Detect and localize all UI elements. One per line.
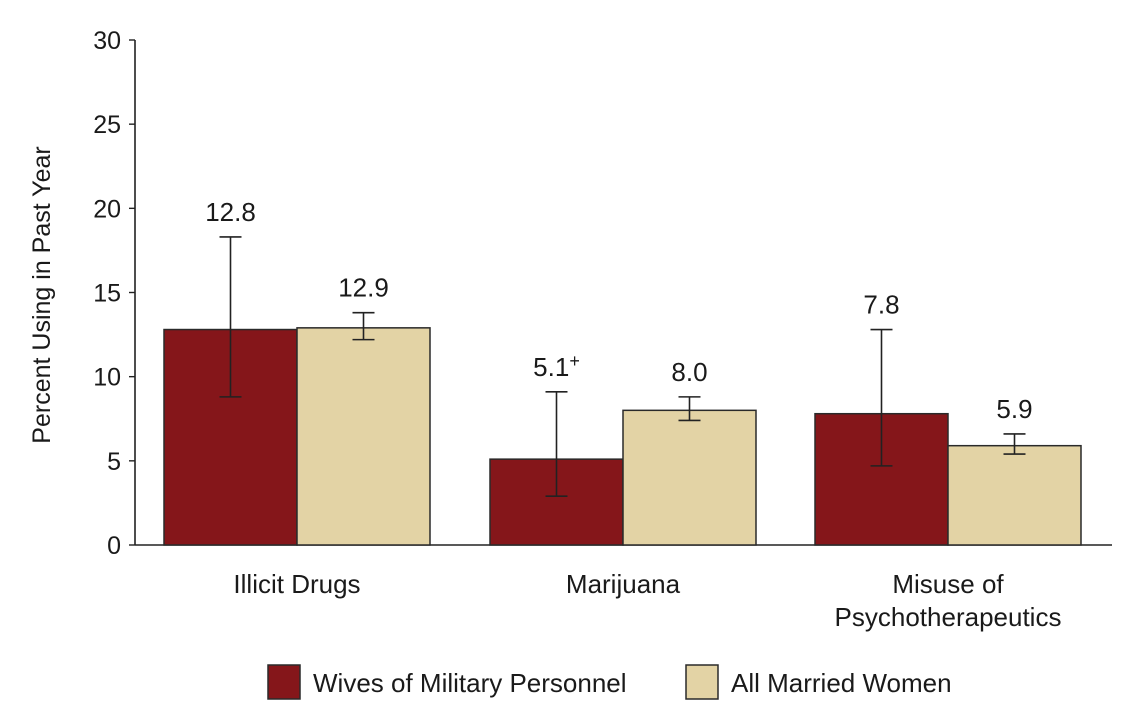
legend-item: Wives of Military Personnel bbox=[267, 664, 627, 700]
value-labels: 12.8 5.1+ 7.8 12.9 8.0 5.9 bbox=[205, 197, 1032, 424]
value-label: 7.8 bbox=[863, 290, 899, 320]
bar-married-women-2 bbox=[947, 444, 1082, 546]
error-bar bbox=[1003, 433, 1026, 455]
category-label: Illicit Drugs bbox=[233, 569, 360, 599]
y-tick-label: 15 bbox=[93, 280, 121, 308]
error-bar bbox=[352, 311, 375, 341]
legend-swatch bbox=[685, 664, 719, 700]
value-label: 5.9 bbox=[996, 394, 1032, 424]
bar-married-women-0 bbox=[296, 327, 431, 546]
value-label: 8.0 bbox=[671, 357, 707, 387]
y-tick-label: 30 bbox=[93, 27, 121, 55]
legend-swatch bbox=[267, 664, 301, 700]
y-tick-label: 20 bbox=[93, 195, 121, 223]
y-tick-label: 5 bbox=[107, 448, 121, 476]
value-label: 12.8 bbox=[205, 197, 256, 227]
y-axis-label: Percent Using in Past Year bbox=[28, 146, 56, 443]
value-label: 12.9 bbox=[338, 273, 389, 303]
y-tick-label: 0 bbox=[107, 532, 121, 560]
y-tick-label: 25 bbox=[93, 111, 121, 139]
legend-label: Wives of Military Personnel bbox=[313, 668, 627, 698]
category-label: Misuse of Psychotherapeutics bbox=[835, 569, 1062, 632]
category-label: Marijuana bbox=[566, 569, 681, 599]
y-tick-label: 10 bbox=[93, 364, 121, 392]
error-bar bbox=[678, 396, 701, 422]
value-label: 5.1+ bbox=[533, 351, 580, 382]
legend-item: All Married Women bbox=[685, 664, 952, 700]
y-axis: 0 5 10 15 20 25 30 bbox=[93, 27, 136, 560]
error-bar bbox=[545, 391, 568, 497]
bar-married-women-1 bbox=[622, 409, 757, 546]
legend-label: All Married Women bbox=[731, 668, 952, 698]
error-bars bbox=[219, 236, 1026, 497]
category-labels: Illicit Drugs Marijuana Misuse of Psychothe… bbox=[233, 569, 1061, 632]
error-bar bbox=[870, 328, 893, 467]
legend: Wives of Military Personnel All Married W… bbox=[267, 664, 952, 700]
error-bar bbox=[219, 236, 242, 398]
bars bbox=[163, 327, 1082, 546]
